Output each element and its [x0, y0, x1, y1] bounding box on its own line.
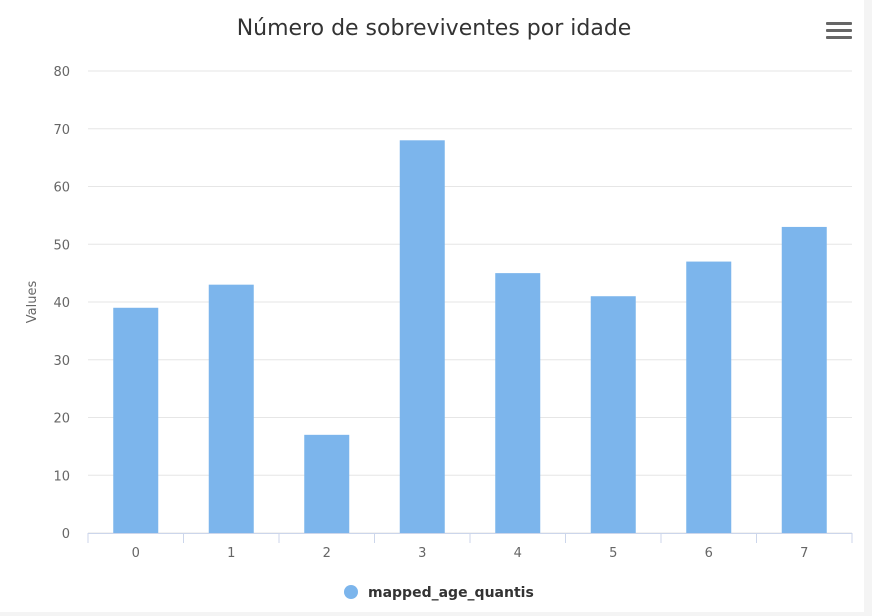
y-tick-label: 20 — [53, 412, 70, 427]
bar-0[interactable] — [113, 307, 159, 533]
y-tick-label: 0 — [62, 527, 70, 542]
y-axis-tick-labels: 0 10 20 30 40 50 60 70 80 — [53, 65, 70, 542]
y-tick-label: 40 — [53, 296, 70, 311]
bar-3[interactable] — [399, 140, 445, 534]
gridlines — [88, 70, 852, 534]
x-tick-label: 4 — [514, 546, 522, 561]
x-tick-label: 0 — [132, 546, 140, 561]
x-tick-label: 2 — [323, 546, 331, 561]
y-axis-label: Values — [25, 281, 40, 324]
x-tick-label: 1 — [227, 546, 235, 561]
hamburger-menu-icon[interactable] — [826, 22, 852, 42]
y-tick-label: 60 — [53, 181, 70, 196]
x-axis: 0 1 2 3 4 5 6 7 — [87, 533, 853, 561]
x-tick-label: 5 — [609, 546, 617, 561]
bar-5[interactable] — [590, 296, 636, 533]
legend-label[interactable]: mapped_age_quantis — [368, 585, 534, 601]
y-tick-label: 70 — [53, 123, 70, 138]
y-tick-label: 10 — [53, 469, 70, 484]
bar-6[interactable] — [686, 261, 732, 533]
x-tick-label: 3 — [418, 546, 426, 561]
bar-1[interactable] — [208, 284, 254, 533]
x-tick-label: 6 — [705, 546, 713, 561]
x-tick-label: 7 — [800, 546, 808, 561]
y-tick-label: 80 — [53, 65, 70, 80]
bar-2[interactable] — [304, 434, 350, 533]
chart-title: Número de sobreviventes por idade — [237, 16, 632, 41]
bar-4[interactable] — [495, 273, 541, 533]
y-tick-label: 30 — [53, 354, 70, 369]
y-tick-label: 50 — [53, 238, 70, 253]
bar-7[interactable] — [781, 226, 827, 534]
legend[interactable]: mapped_age_quantis — [344, 585, 534, 601]
legend-marker-icon — [344, 585, 358, 599]
bars — [113, 140, 827, 534]
